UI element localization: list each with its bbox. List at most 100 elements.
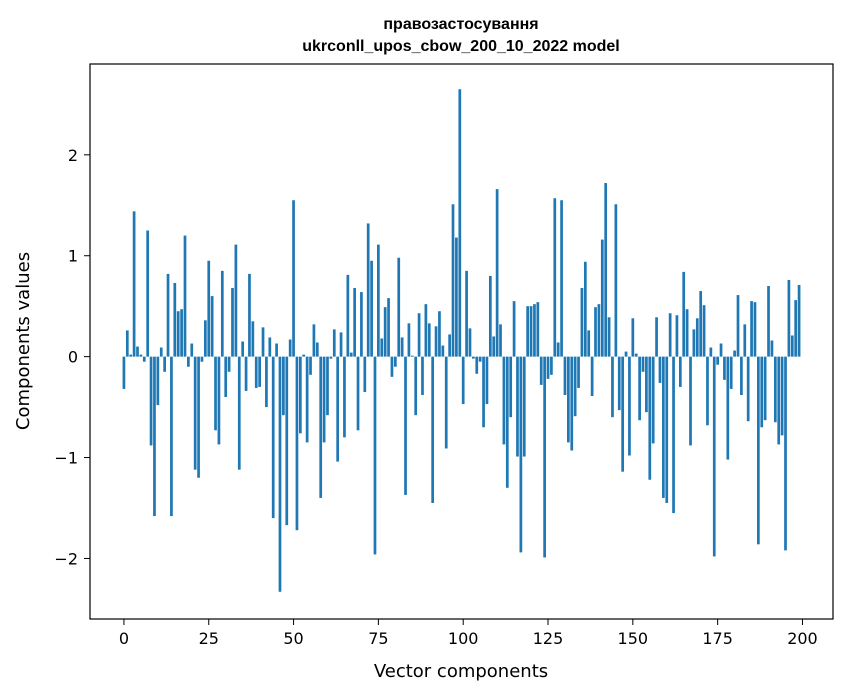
bar-component-46 bbox=[278, 356, 282, 592]
y-tick-label: −2 bbox=[54, 549, 78, 568]
bar-component-103 bbox=[472, 356, 475, 359]
x-axis-ticks: 0 25 50 75 100 125 150 175 200 bbox=[119, 619, 818, 648]
bar-component-160 bbox=[665, 356, 669, 503]
bar-component-153 bbox=[641, 356, 645, 372]
bar-component-91 bbox=[431, 356, 435, 503]
bar-component-183 bbox=[743, 324, 747, 357]
x-tick-label: 75 bbox=[368, 629, 388, 648]
bar-component-178 bbox=[726, 356, 730, 460]
chart-subtitle: ukrconll_upos_cbow_200_10_2022 model bbox=[302, 38, 619, 55]
bar-component-48 bbox=[285, 356, 289, 526]
bar-component-10 bbox=[156, 356, 160, 406]
bar-component-184 bbox=[746, 356, 750, 422]
bar-component-109 bbox=[492, 336, 496, 357]
y-tick-label: −1 bbox=[54, 449, 78, 468]
bar-component-157 bbox=[655, 317, 658, 357]
bar-component-4 bbox=[136, 346, 139, 357]
bar-component-185 bbox=[750, 301, 753, 357]
bar-component-105 bbox=[478, 356, 482, 362]
bar-component-161 bbox=[668, 313, 672, 357]
bar-component-117 bbox=[519, 356, 523, 553]
bar-component-20 bbox=[190, 343, 194, 357]
bar-component-125 bbox=[546, 356, 550, 379]
bar-component-130 bbox=[563, 356, 567, 395]
bar-component-7 bbox=[146, 230, 150, 357]
bar-component-88 bbox=[421, 356, 424, 395]
bar-component-113 bbox=[505, 356, 509, 488]
bar-component-98 bbox=[455, 237, 458, 357]
x-tick-label: 100 bbox=[448, 629, 479, 648]
bar-component-83 bbox=[404, 356, 407, 495]
bar-component-56 bbox=[312, 324, 316, 357]
bar-component-120 bbox=[529, 306, 533, 357]
bar-component-132 bbox=[570, 356, 574, 451]
bar-component-84 bbox=[407, 323, 411, 357]
bar-component-173 bbox=[709, 347, 713, 357]
bar-component-135 bbox=[580, 288, 584, 357]
bar-component-36 bbox=[244, 356, 248, 391]
bar-component-96 bbox=[448, 334, 451, 357]
bar-component-97 bbox=[451, 204, 455, 357]
bar-component-15 bbox=[173, 282, 177, 357]
bar-component-177 bbox=[723, 356, 726, 380]
bar-component-17 bbox=[180, 309, 183, 357]
bar-component-121 bbox=[533, 304, 536, 357]
bar-component-116 bbox=[516, 356, 519, 457]
bar-component-29 bbox=[220, 270, 224, 357]
bar-component-158 bbox=[658, 356, 662, 383]
bar-component-165 bbox=[682, 271, 686, 357]
bar-component-43 bbox=[268, 337, 272, 357]
bar-component-133 bbox=[573, 356, 577, 417]
x-tick-label: 200 bbox=[787, 629, 818, 648]
bar-component-71 bbox=[363, 356, 367, 392]
bar-component-11 bbox=[159, 347, 163, 357]
bar-component-81 bbox=[397, 257, 401, 357]
bar-component-106 bbox=[482, 356, 485, 428]
bar-component-6 bbox=[142, 356, 146, 362]
bar-component-127 bbox=[553, 198, 557, 357]
bar-component-37 bbox=[248, 273, 251, 357]
bar-component-92 bbox=[434, 326, 438, 357]
bar-component-146 bbox=[617, 356, 621, 411]
x-tick-label: 175 bbox=[702, 629, 733, 648]
bar-component-95 bbox=[444, 356, 448, 449]
bar-component-189 bbox=[763, 356, 767, 421]
bar-component-50 bbox=[292, 200, 295, 357]
bar-component-114 bbox=[509, 356, 513, 418]
bar-component-118 bbox=[522, 356, 526, 457]
bar-component-89 bbox=[424, 304, 428, 357]
bar-component-68 bbox=[353, 288, 356, 357]
bar-component-41 bbox=[261, 327, 265, 357]
bar-component-21 bbox=[193, 356, 197, 470]
bar-component-14 bbox=[170, 356, 173, 517]
bar-component-18 bbox=[183, 235, 187, 357]
bar-component-44 bbox=[271, 356, 275, 519]
bar-component-199 bbox=[797, 284, 801, 357]
bar-component-175 bbox=[716, 356, 719, 365]
bar-component-60 bbox=[326, 356, 329, 416]
bar-component-110 bbox=[495, 189, 499, 357]
bar-component-119 bbox=[526, 306, 530, 357]
bar-component-163 bbox=[675, 315, 679, 357]
bar-component-152 bbox=[638, 356, 641, 421]
bar-component-73 bbox=[370, 260, 373, 357]
bar-component-101 bbox=[465, 270, 468, 357]
bar-component-122 bbox=[536, 302, 540, 357]
bar-component-31 bbox=[227, 356, 231, 372]
bar-component-171 bbox=[702, 305, 706, 357]
bar-component-66 bbox=[346, 274, 350, 357]
x-tick-label: 50 bbox=[283, 629, 303, 648]
y-tick-label: 0 bbox=[68, 348, 78, 367]
bar-component-82 bbox=[400, 337, 404, 357]
bar-component-142 bbox=[604, 183, 608, 357]
bar-component-59 bbox=[322, 356, 326, 443]
bar-component-51 bbox=[295, 356, 299, 531]
bar-component-143 bbox=[607, 317, 611, 357]
bar-component-159 bbox=[662, 356, 665, 498]
bar-component-124 bbox=[543, 356, 546, 558]
bar-component-54 bbox=[305, 356, 309, 443]
bar-component-2 bbox=[129, 354, 133, 357]
bar-component-196 bbox=[787, 279, 791, 357]
bar-component-181 bbox=[736, 295, 740, 357]
x-tick-label: 0 bbox=[119, 629, 129, 648]
